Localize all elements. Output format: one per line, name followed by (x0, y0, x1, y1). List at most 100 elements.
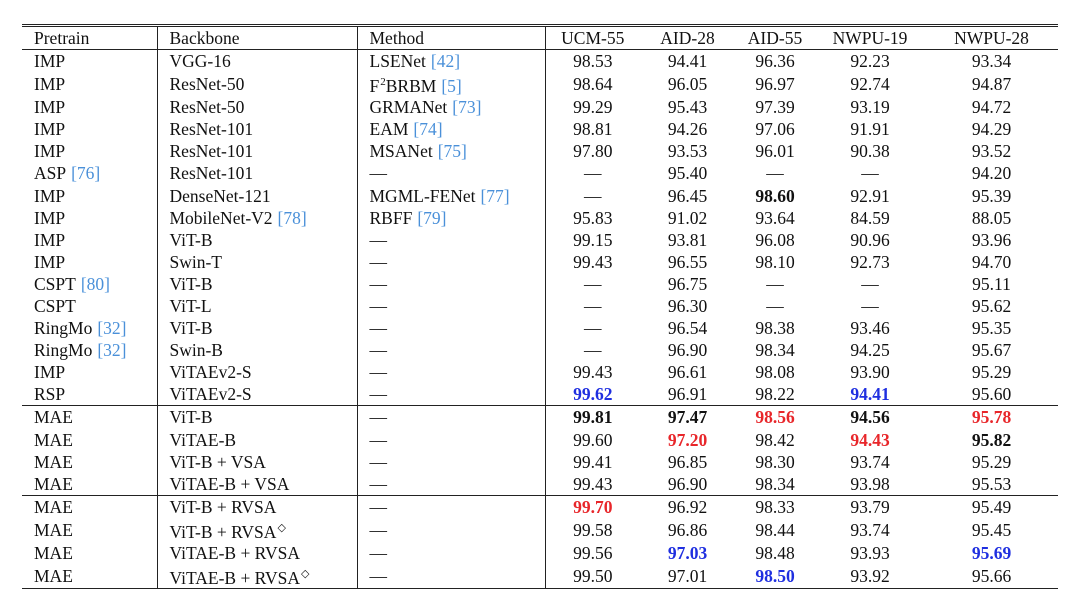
table-cell: 96.90 (640, 473, 735, 496)
cell-text: [77] (480, 185, 510, 206)
cell-text: DenseNet-121 (169, 185, 271, 206)
table-cell: ViT-B + RVSA (157, 494, 358, 518)
table-cell: ResNet-101 (157, 162, 358, 185)
cell-text: ViT-B (169, 318, 213, 339)
cell-text: — (369, 429, 388, 450)
table-cell: 92.91 (815, 184, 925, 206)
cell-text: — (861, 163, 879, 184)
cell-text: 95.69 (971, 542, 1012, 563)
table-cell: — (735, 273, 815, 295)
table-row: MAE ViT-B + RVSA — 99.70 96.92 98.33 93.79 95.4… (22, 494, 1058, 518)
table-cell: 94.29 (925, 118, 1058, 140)
cell-text: Swin-T (169, 251, 223, 272)
table-cell: 98.34 (735, 473, 815, 496)
cell-text: 97.03 (667, 542, 708, 563)
cell-text: 96.36 (755, 51, 795, 72)
cell-text: 95.83 (573, 207, 613, 228)
table-cell: 93.81 (640, 229, 735, 251)
cell-text: 95.66 (971, 565, 1012, 586)
cell-text: ViT-B (169, 407, 213, 428)
row-group: IMP VGG-16 LSENet [42] 98.53 94.41 96.36 92.23 9… (22, 49, 1058, 406)
cell-text: 96.45 (667, 185, 708, 206)
cell-text: ViT-B (169, 229, 213, 250)
table-cell: 93.46 (815, 317, 925, 339)
cell-text: [32] (97, 318, 127, 339)
cell-text: ResNet-101 (169, 163, 254, 184)
table-cell: — (357, 405, 546, 429)
cell-text: 96.85 (667, 451, 708, 472)
table-cell: 95.29 (925, 451, 1058, 473)
table-cell: 98.50 (735, 564, 815, 589)
table-cell: 94.70 (925, 251, 1058, 273)
table-cell: 98.38 (735, 317, 815, 339)
cell-text: EAM (369, 119, 409, 140)
cell-text: RingMo (34, 318, 93, 339)
table-cell: — (357, 383, 546, 406)
table-cell: 92.23 (815, 50, 925, 73)
cell-text: Method (369, 28, 424, 48)
table-cell: 93.34 (925, 50, 1058, 73)
table-cell: 96.01 (735, 140, 815, 162)
cell-text: IMP (34, 141, 66, 162)
column-header: UCM-55 (545, 25, 640, 50)
column-header: Backbone (157, 25, 358, 50)
cell-text: 94.29 (971, 119, 1012, 140)
table-cell: CSPT (22, 294, 158, 318)
table-cell: ViTAE-B + RVSA (157, 541, 358, 564)
cell-text: [32] (97, 340, 127, 361)
cell-text: IMP (34, 207, 66, 228)
cell-text: ViT-L (169, 295, 212, 316)
cell-text: — (584, 273, 602, 294)
cell-text: — (369, 229, 388, 250)
cell-text: 93.79 (850, 496, 890, 517)
cell-text: 94.25 (850, 340, 890, 361)
cell-text: GRMANet (369, 97, 448, 118)
table-cell: IMP (22, 118, 158, 141)
cell-text: IMP (34, 229, 66, 250)
table-cell: 95.66 (925, 564, 1058, 589)
table-cell: 93.74 (815, 518, 925, 542)
table-cell: MGML-FENet [77] (357, 184, 546, 207)
table-row: IMP VGG-16 LSENet [42] 98.53 94.41 96.36 92.23 9… (22, 49, 1058, 73)
table-cell: 94.56 (815, 405, 925, 429)
table-cell: 99.58 (545, 518, 640, 542)
cell-text: — (766, 273, 784, 294)
table-cell: — (357, 294, 546, 318)
table-cell: 94.41 (815, 383, 925, 406)
cell-text: 96.55 (667, 251, 708, 272)
table-cell: 94.25 (815, 339, 925, 361)
table-cell: — (357, 517, 546, 542)
cell-text: 98.53 (573, 51, 613, 72)
cell-text: 95.62 (971, 295, 1012, 316)
table-row: IMP MobileNet-V2 [78] RBFF [79] 95.83 91.02 93.… (22, 206, 1058, 229)
cell-text: 98.81 (573, 119, 613, 140)
table-cell: 96.91 (640, 383, 735, 406)
table-cell: 95.43 (640, 96, 735, 118)
cell-text: 97.20 (667, 429, 708, 450)
cell-text: 97.01 (667, 565, 708, 586)
table-cell: MAE (22, 405, 158, 429)
table-row: MAE ViT-B + RVSA◇ — 99.58 96.86 98.44 93.74 95.… (22, 517, 1058, 542)
cell-text: AID-55 (747, 28, 803, 48)
table-cell: — (357, 563, 546, 589)
cell-text: 96.75 (667, 273, 708, 294)
cell-text: ViTAEv2-S (169, 384, 252, 405)
table-cell: IMP (22, 72, 158, 97)
cell-text: ASP (34, 163, 67, 184)
cell-text: 93.92 (850, 565, 890, 586)
table-row: IMP ResNet-101 MSANet [75] 97.80 93.53 96.01 90… (22, 140, 1058, 163)
cell-text: — (369, 496, 388, 517)
table-cell: 98.10 (735, 251, 815, 273)
table-cell: LSENet [42] (357, 49, 546, 73)
table-cell: 98.53 (545, 50, 640, 73)
cell-text: 99.60 (573, 429, 613, 450)
cell-text: 93.81 (667, 229, 708, 250)
cell-text: 96.90 (667, 473, 708, 494)
cell-text: MAE (34, 429, 73, 450)
cell-text: [42] (430, 51, 461, 72)
table-cell: 88.05 (925, 207, 1058, 229)
cell-text: — (369, 384, 388, 405)
table-cell: 99.29 (545, 96, 640, 118)
cell-text: — (369, 407, 388, 428)
